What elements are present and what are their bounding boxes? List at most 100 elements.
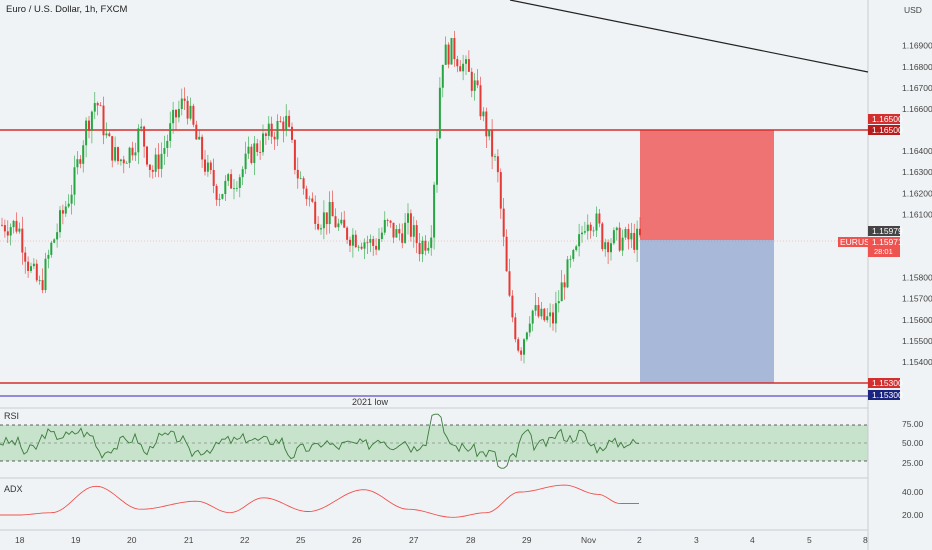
candle-156 (453, 38, 456, 60)
chart-title: Euro / U.S. Dollar, 1h, FXCM (6, 4, 128, 15)
time-tick-14: 5 (807, 535, 812, 545)
rsi-line (0, 413, 640, 469)
candle-72 (209, 162, 212, 170)
candle-99 (288, 115, 291, 127)
candle-48 (140, 126, 143, 129)
candle-194 (563, 282, 566, 288)
candle-100 (291, 126, 293, 140)
candle-88 (256, 143, 259, 152)
candle-216 (627, 228, 630, 240)
candle-141 (409, 213, 412, 237)
candle-172 (499, 172, 502, 209)
candle-86 (250, 146, 253, 163)
time-tick-2: 20 (127, 535, 137, 545)
candle-16 (47, 254, 50, 259)
candle-96 (279, 120, 282, 122)
candle-64 (186, 100, 189, 119)
candle-176 (511, 295, 514, 318)
candle-45 (131, 147, 134, 156)
candle-165 (479, 85, 482, 117)
tag-symbol (838, 237, 868, 247)
candle-209 (607, 242, 610, 253)
candle-94 (273, 136, 276, 140)
candle-190 (552, 312, 554, 324)
candle-186 (540, 308, 543, 317)
rsi-pane[interactable]: RSI 75.00 50.00 25.00 (0, 411, 924, 469)
candle-195 (566, 259, 569, 288)
candle-147 (427, 247, 430, 251)
candle-121 (351, 234, 354, 246)
candle-24 (70, 194, 73, 204)
candle-26 (76, 159, 79, 168)
level-tag-2021-low (868, 390, 900, 400)
candle-36 (105, 133, 108, 136)
price-tick-8: 1.16100 (902, 209, 932, 219)
time-tick-13: 4 (750, 535, 755, 545)
stop-loss-zone[interactable] (640, 130, 774, 240)
candle-203 (589, 224, 592, 231)
candle-1 (3, 225, 6, 232)
candle-116 (337, 223, 340, 228)
candle-159 (462, 63, 465, 72)
candle-104 (302, 178, 305, 189)
candle-131 (380, 232, 383, 240)
candle-169 (491, 129, 494, 157)
candle-214 (621, 237, 624, 251)
candle-92 (267, 123, 270, 136)
candle-167 (485, 111, 488, 137)
candle-49 (143, 126, 146, 147)
candle-211 (612, 230, 615, 244)
candle-175 (508, 271, 511, 296)
candle-67 (195, 124, 198, 140)
svg-text:25.00: 25.00 (902, 458, 924, 468)
candle-173 (502, 208, 505, 237)
candle-210 (610, 243, 612, 253)
adx-pane[interactable]: ADX 40.00 20.00 (0, 484, 924, 520)
candle-166 (482, 111, 485, 117)
candle-65 (189, 105, 192, 119)
price-tick-12: 1.15500 (902, 336, 932, 346)
price-axis[interactable]: 1.16900 1.16800 1.16700 1.16600 1.16400 1.163… (902, 41, 932, 367)
trendline[interactable] (509, 0, 869, 73)
candle-153 (444, 44, 447, 65)
candle-78 (227, 174, 230, 181)
candle-51 (148, 164, 151, 170)
candle-150 (436, 138, 438, 185)
candle-138 (401, 233, 404, 243)
candle-177 (514, 317, 517, 340)
candle-196 (569, 258, 572, 260)
take-profit-zone[interactable] (640, 240, 774, 383)
candle-117 (340, 219, 343, 224)
candle-71 (206, 162, 209, 172)
candle-126 (366, 242, 369, 244)
candle-63 (183, 98, 186, 101)
candle-189 (549, 312, 552, 317)
time-axis[interactable]: 18 19 20 21 22 25 26 27 28 29 Nov 2 3 4 5 8 (15, 535, 868, 545)
candle-191 (554, 303, 557, 324)
candle-215 (624, 228, 627, 238)
price-tick-3: 1.16700 (902, 83, 932, 93)
price-tick-9: 1.15800 (902, 273, 932, 283)
svg-text:28:01: 28:01 (874, 247, 893, 256)
candle-149 (433, 184, 436, 238)
candle-123 (357, 246, 360, 248)
candle-47 (137, 128, 140, 153)
candle-102 (296, 169, 299, 179)
candle-112 (325, 212, 328, 225)
candle-207 (601, 223, 604, 250)
candle-181 (525, 332, 528, 340)
candle-151 (438, 87, 441, 139)
candle-22 (64, 206, 67, 214)
time-tick-10: Nov (581, 535, 597, 545)
candle-125 (363, 242, 366, 249)
candle-132 (383, 219, 386, 233)
price-tick-1: 1.16900 (902, 41, 932, 51)
candle-111 (322, 212, 325, 229)
candle-158 (459, 66, 462, 72)
candle-70 (204, 159, 206, 172)
candle-37 (108, 133, 111, 137)
candle-174 (505, 236, 508, 272)
candle-31 (90, 111, 93, 131)
candle-139 (404, 222, 407, 243)
